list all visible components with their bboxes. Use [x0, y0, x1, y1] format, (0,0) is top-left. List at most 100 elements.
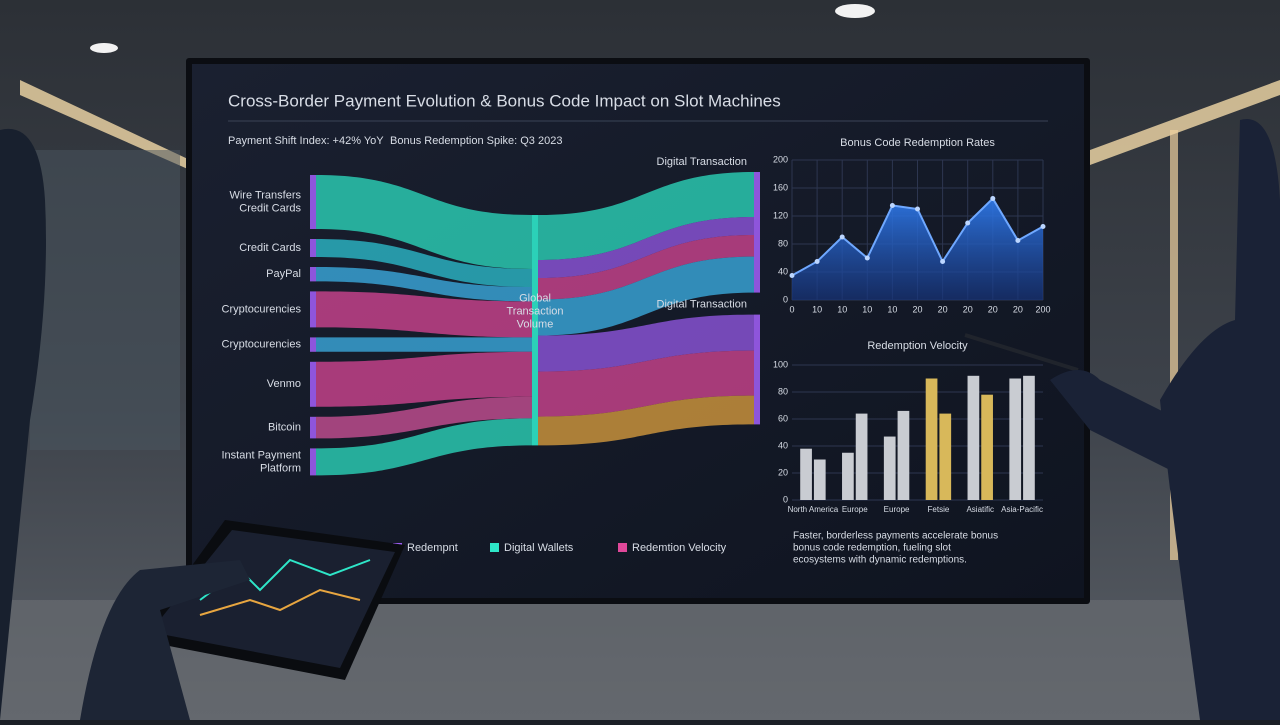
x-tick-label: 200 — [1035, 304, 1050, 314]
legend-label: Digital Wallets — [504, 542, 574, 554]
person-left — [0, 128, 46, 720]
sankey-link — [316, 267, 532, 302]
sankey-node — [310, 448, 316, 476]
y-tick-label: 0 — [783, 294, 788, 304]
area — [792, 198, 1043, 300]
window — [30, 150, 180, 450]
kpi: Bonus Redemption Spike: Q3 2023 — [390, 135, 562, 147]
tablet-line — [199, 588, 361, 616]
x-tick-label: 20 — [912, 304, 922, 314]
bar — [1023, 375, 1035, 500]
y-tick-label: 160 — [773, 182, 788, 192]
sankey-link — [316, 337, 532, 352]
sankey-node-label: Wire Transfers — [229, 189, 301, 201]
legend-label: Redemtion Velocity — [632, 542, 727, 554]
bar — [897, 410, 910, 500]
legend-swatch — [618, 543, 627, 552]
wall-light — [1090, 80, 1280, 165]
sankey-node-label: Credit Cards — [239, 242, 301, 254]
x-tick-label: 20 — [938, 304, 948, 314]
x-tick-label: 20 — [963, 304, 973, 314]
sankey-node — [310, 267, 316, 282]
footnote: Faster, borderless payments accelerate b… — [793, 531, 998, 566]
point — [1040, 224, 1046, 229]
stylus — [964, 333, 1079, 372]
wall-light — [20, 80, 190, 170]
wall-light — [1170, 130, 1178, 560]
ceiling-light — [835, 4, 875, 18]
x-tick-label: 0 — [789, 304, 794, 314]
x-tick-label: Europe — [842, 505, 868, 514]
dashboard-title: Cross-Border Payment Evolution & Bonus C… — [228, 91, 781, 110]
legend-label: Redempnt — [407, 542, 458, 554]
sankey-link — [316, 239, 532, 287]
sankey-node-label: Platform — [260, 462, 301, 474]
y-tick-label: 80 — [778, 238, 788, 248]
chart-title: Bonus Code Redemption Rates — [840, 137, 995, 149]
person-right — [1160, 119, 1280, 720]
point — [915, 206, 920, 212]
sankey-link — [538, 314, 754, 372]
bar — [1009, 378, 1022, 500]
sankey-link — [538, 235, 754, 300]
sankey-link — [316, 418, 532, 476]
x-tick-label: 10 — [887, 304, 897, 314]
point — [814, 259, 820, 264]
sankey-link — [538, 350, 754, 417]
x-tick-label: Fetsie — [928, 505, 950, 514]
arm-right — [1050, 370, 1180, 470]
point — [789, 273, 795, 278]
sankey-link — [538, 217, 754, 278]
sankey-node — [754, 172, 760, 293]
point — [864, 255, 870, 261]
x-tick-label: Asiatific — [966, 505, 994, 514]
legend-swatch — [490, 543, 499, 552]
sankey-node-label: Cryptocurencies — [222, 303, 302, 315]
kpi: Payment Shift Index: +42% YoY — [228, 135, 384, 147]
x-tick-label: 10 — [862, 304, 872, 314]
bar — [813, 459, 826, 500]
point — [965, 220, 971, 226]
sankey-link — [316, 351, 532, 407]
sankey-node — [310, 416, 316, 439]
bar — [842, 452, 854, 500]
legend: Redempnt Digital Wallets Redemtion Velocit… — [393, 542, 727, 554]
x-tick-label: Europe — [884, 505, 910, 514]
arm-left — [80, 560, 250, 720]
point — [940, 259, 946, 264]
y-tick-label: 60 — [778, 413, 788, 423]
sankey-link — [316, 396, 532, 439]
x-tick-label: Asia-Pacific — [1001, 505, 1043, 514]
chart-title: Redemption Velocity — [867, 340, 968, 352]
sankey-link — [538, 395, 754, 446]
sankey-node-label: Digital Transaction — [657, 156, 748, 168]
sankey-node-label: Bitcoin — [268, 422, 301, 434]
bar — [925, 378, 938, 500]
sankey-link — [316, 175, 532, 269]
sankey-node — [532, 215, 538, 446]
y-tick-label: 0 — [783, 494, 788, 504]
y-tick-label: 40 — [778, 266, 788, 276]
y-tick-label: 120 — [773, 210, 788, 220]
sankey-node — [754, 314, 760, 425]
footnote-line: ecosystems with dynamic redemptions. — [793, 555, 967, 566]
y-tick-label: 100 — [773, 359, 788, 369]
x-tick-label: 20 — [988, 304, 998, 314]
y-tick-label: 40 — [778, 440, 788, 450]
y-tick-label: 80 — [778, 386, 788, 396]
footnote-line: bonus code redemption, fueling slot — [793, 543, 951, 554]
sankey-node-label: PayPal — [266, 268, 301, 280]
sankey-node — [310, 239, 316, 257]
sankey-node-label: Credit Cards — [239, 202, 301, 214]
sankey-link — [316, 291, 532, 338]
point — [990, 196, 996, 201]
sankey-node-label: Transaction — [506, 306, 563, 318]
point — [839, 234, 845, 240]
bar — [939, 413, 952, 500]
sankey-node-label: Digital Transaction — [657, 299, 748, 311]
sankey-node-label: Instant Payment — [222, 449, 302, 461]
point — [889, 203, 895, 208]
sankey-node-label: Venmo — [267, 378, 301, 390]
bar — [800, 448, 812, 500]
bar — [981, 394, 993, 500]
